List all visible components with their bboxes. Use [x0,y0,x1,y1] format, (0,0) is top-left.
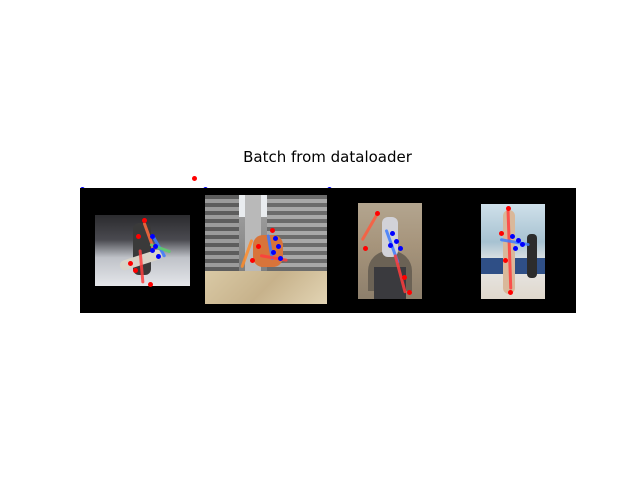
keypoint-left [149,233,155,239]
keypoint-right [127,260,133,266]
keypoint-right [362,245,368,251]
keypoint-right [147,281,153,287]
keypoint-left [387,242,393,248]
keypoint-right [505,205,511,211]
keypoint-left [270,249,276,255]
keypoint-right [401,274,407,280]
keypoint-left [393,238,399,244]
building-left [205,195,239,271]
stray-keypoint [191,175,197,181]
keypoint-right [498,230,504,236]
keypoint-left [155,253,161,259]
keypoint-right [132,267,138,273]
keypoint-right [135,233,141,239]
gymnast-split-photo [481,204,545,299]
image-grid-strip [80,188,576,313]
keypoint-left [519,241,525,247]
figure-title: Batch from dataloader [243,148,412,166]
spectator-figure [527,234,537,278]
keypoint-left [149,247,155,253]
keypoint-right [502,257,508,263]
keypoint-left [277,255,283,261]
keypoint-right [269,227,275,233]
marble-ledge [205,271,327,304]
keypoint-left [515,237,521,243]
keypoint-left [272,235,278,241]
keypoint-right [406,289,412,295]
keypoint-left [397,245,403,251]
keypoint-left [389,230,395,236]
keypoint-right [249,257,255,263]
keypoint-right [507,289,513,295]
keypoint-right [374,210,380,216]
climber-facade-photo [358,203,422,299]
keypoint-right [255,243,261,249]
keypoint-right [141,217,147,223]
keypoint-left [509,233,515,239]
keypoint-left [152,243,158,249]
keypoint-left [512,245,518,251]
breakdancer-building-photo [205,195,327,304]
keypoint-left [275,243,281,249]
